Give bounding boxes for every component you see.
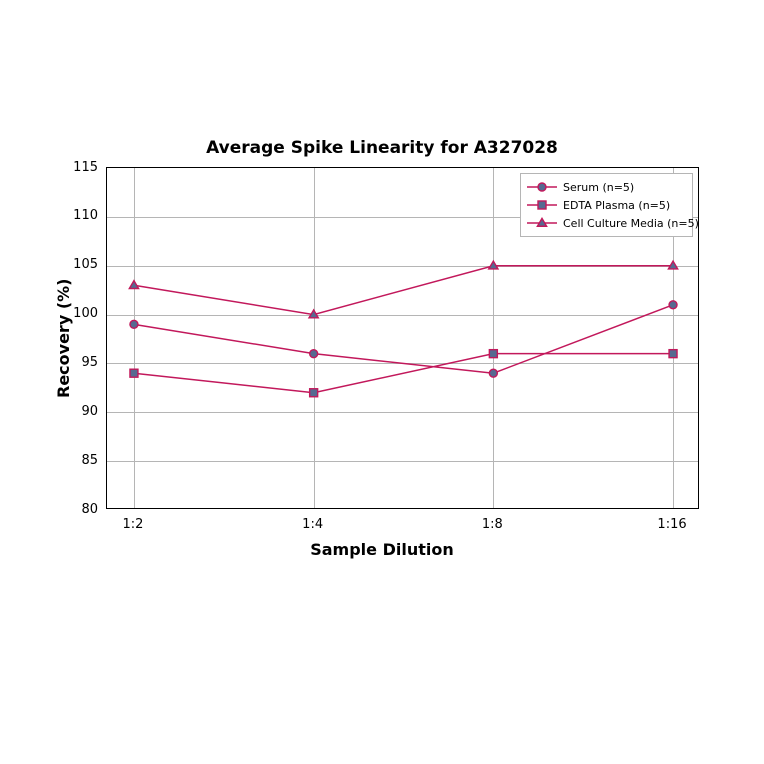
y-tick-label: 80 bbox=[58, 502, 98, 517]
legend-label: EDTA Plasma (n=5) bbox=[563, 199, 670, 212]
y-tick-label: 90 bbox=[58, 404, 98, 419]
grid-line-horizontal bbox=[107, 461, 698, 462]
x-tick-label: 1:8 bbox=[482, 517, 503, 532]
y-tick-label: 105 bbox=[58, 257, 98, 272]
x-tick-label: 1:16 bbox=[657, 517, 686, 532]
chart-title: Average Spike Linearity for A327028 bbox=[0, 138, 764, 158]
y-tick-label: 95 bbox=[58, 355, 98, 370]
grid-line-horizontal bbox=[107, 266, 698, 267]
x-tick-label: 1:2 bbox=[122, 517, 143, 532]
grid-line-vertical bbox=[493, 168, 494, 508]
x-tick-label: 1:4 bbox=[302, 517, 323, 532]
series-line bbox=[134, 354, 673, 393]
x-axis-label: Sample Dilution bbox=[0, 540, 764, 559]
legend-item: Serum (n=5) bbox=[527, 178, 686, 196]
legend-label: Cell Culture Media (n=5) bbox=[563, 217, 699, 230]
grid-line-horizontal bbox=[107, 412, 698, 413]
y-tick-label: 100 bbox=[58, 306, 98, 321]
chart-canvas: Average Spike Linearity for A327028 Samp… bbox=[0, 0, 764, 764]
data-marker bbox=[538, 183, 546, 191]
legend-label: Serum (n=5) bbox=[563, 181, 634, 194]
legend-item: Cell Culture Media (n=5) bbox=[527, 214, 686, 232]
data-marker bbox=[538, 201, 546, 209]
grid-line-vertical bbox=[314, 168, 315, 508]
y-tick-label: 85 bbox=[58, 453, 98, 468]
y-tick-label: 115 bbox=[58, 160, 98, 175]
grid-line-horizontal bbox=[107, 363, 698, 364]
legend-item: EDTA Plasma (n=5) bbox=[527, 196, 686, 214]
y-axis-label: Recovery (%) bbox=[54, 278, 73, 397]
grid-line-vertical bbox=[134, 168, 135, 508]
series-line bbox=[134, 266, 673, 315]
legend: Serum (n=5) EDTA Plasma (n=5) Cell Culture… bbox=[520, 173, 693, 237]
grid-line-horizontal bbox=[107, 315, 698, 316]
y-tick-label: 110 bbox=[58, 208, 98, 223]
